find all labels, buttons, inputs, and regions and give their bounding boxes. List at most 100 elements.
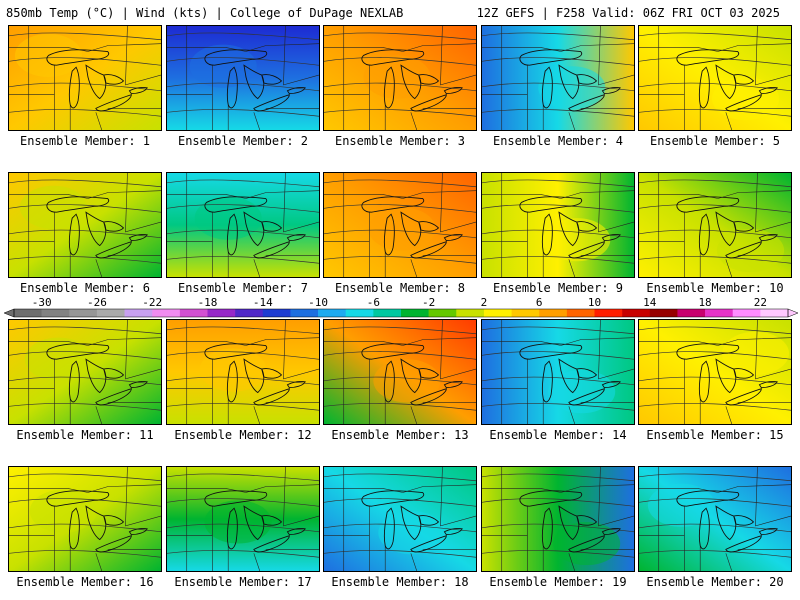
ensemble-member-label: Ensemble Member: 8 bbox=[321, 281, 479, 295]
ensemble-member-label: Ensemble Member: 18 bbox=[321, 575, 479, 589]
colorbar-tick-label: 22 bbox=[754, 296, 767, 309]
colorbar-swatch bbox=[705, 309, 733, 317]
temperature-map bbox=[482, 26, 634, 130]
colorbar-swatch bbox=[456, 309, 484, 317]
ensemble-map-panel bbox=[481, 172, 635, 278]
ensemble-member-label: Ensemble Member: 1 bbox=[6, 134, 164, 148]
ensemble-member-label: Ensemble Member: 14 bbox=[479, 428, 637, 442]
colorbar-tick-label: -18 bbox=[198, 296, 218, 309]
ensemble-member-label: Ensemble Member: 9 bbox=[479, 281, 637, 295]
ensemble-map-panel bbox=[481, 25, 635, 131]
colorbar-swatch bbox=[595, 309, 623, 317]
header-model-run: 12Z GEFS | F258 Valid: 06Z FRI OCT 03 20… bbox=[477, 6, 780, 20]
colorbar-tick-label: -26 bbox=[87, 296, 107, 309]
temperature-blob bbox=[20, 186, 87, 229]
temperature-blob bbox=[548, 370, 615, 413]
colorbar-swatch bbox=[512, 309, 540, 317]
temperature-map bbox=[639, 320, 791, 424]
temperature-shading bbox=[482, 320, 634, 424]
temperature-map bbox=[482, 320, 634, 424]
colorbar-swatch bbox=[208, 309, 236, 317]
colorbar-swatch bbox=[180, 309, 208, 317]
temperature-blob bbox=[363, 55, 430, 98]
temperature-map bbox=[9, 173, 161, 277]
colorbar-swatch bbox=[677, 309, 705, 317]
ensemble-map-panel bbox=[638, 466, 792, 572]
ensemble-member-label: Ensemble Member: 6 bbox=[6, 281, 164, 295]
colorbar-swatch bbox=[125, 309, 153, 317]
header-title: 850mb Temp (°C) | Wind (kts) | College o… bbox=[6, 6, 403, 20]
colorbar-tick-label: -2 bbox=[422, 296, 435, 309]
ensemble-member-label: Ensemble Member: 2 bbox=[164, 134, 322, 148]
colorbar-tick-label: -6 bbox=[367, 296, 380, 309]
ensemble-member-label: Ensemble Member: 17 bbox=[164, 575, 322, 589]
colorbar-swatch bbox=[152, 309, 180, 317]
ensemble-member-label: Ensemble Member: 5 bbox=[636, 134, 794, 148]
temperature-map bbox=[167, 173, 319, 277]
temperature-map bbox=[167, 467, 319, 571]
ensemble-map-panel bbox=[166, 25, 320, 131]
temperature-map bbox=[482, 173, 634, 277]
colorbar-swatch bbox=[484, 309, 512, 317]
temperature-map bbox=[324, 26, 476, 130]
ensemble-member-label: Ensemble Member: 10 bbox=[636, 281, 794, 295]
temperature-map bbox=[167, 320, 319, 424]
ensemble-member-label: Ensemble Member: 3 bbox=[321, 134, 479, 148]
ensemble-member-label: Ensemble Member: 13 bbox=[321, 428, 479, 442]
ensemble-member-label: Ensemble Member: 15 bbox=[636, 428, 794, 442]
ensemble-map-panel bbox=[638, 172, 792, 278]
colorbar-tick-label: -22 bbox=[142, 296, 162, 309]
ensemble-member-label: Ensemble Member: 4 bbox=[479, 134, 637, 148]
temperature-map bbox=[9, 320, 161, 424]
colorbar-tick-label: 18 bbox=[698, 296, 711, 309]
temperature-map bbox=[482, 467, 634, 571]
colorbar-tick-label: 6 bbox=[536, 296, 543, 309]
ensemble-member-label: Ensemble Member: 11 bbox=[6, 428, 164, 442]
temperature-map bbox=[167, 26, 319, 130]
temperature-map bbox=[639, 26, 791, 130]
colorbar-tick-label: -10 bbox=[308, 296, 328, 309]
temperature-blob bbox=[553, 522, 620, 565]
colorbar-end-arrow bbox=[4, 309, 14, 317]
ensemble-map-panel bbox=[8, 172, 162, 278]
ensemble-map-panel bbox=[638, 319, 792, 425]
temperature-colorbar: -30-26-22-18-14-10-6-2261014182226303438… bbox=[0, 296, 800, 318]
ensemble-map-panel bbox=[8, 319, 162, 425]
ensemble-map-panel bbox=[323, 319, 477, 425]
colorbar-swatch bbox=[318, 309, 346, 317]
colorbar-tick-label: 2 bbox=[481, 296, 488, 309]
ensemble-map-panel bbox=[323, 25, 477, 131]
ensemble-map-panel bbox=[323, 466, 477, 572]
ensemble-map-panel bbox=[481, 319, 635, 425]
ensemble-map-panel bbox=[166, 172, 320, 278]
temperature-map bbox=[324, 320, 476, 424]
colorbar-tick-label: 14 bbox=[643, 296, 657, 309]
ensemble-map-panel bbox=[166, 466, 320, 572]
ensemble-member-label: Ensemble Member: 7 bbox=[164, 281, 322, 295]
ensemble-map-panel bbox=[638, 25, 792, 131]
colorbar-swatch bbox=[290, 309, 318, 317]
colorbar-tick-label: -14 bbox=[253, 296, 273, 309]
temperature-blob bbox=[205, 500, 272, 543]
colorbar-tick-label: -30 bbox=[32, 296, 52, 309]
colorbar-swatch bbox=[42, 309, 70, 317]
colorbar-swatch bbox=[760, 309, 788, 317]
temperature-map bbox=[324, 467, 476, 571]
temperature-blob bbox=[717, 229, 784, 272]
colorbar-swatch bbox=[733, 309, 761, 317]
temperature-blob bbox=[378, 511, 445, 554]
colorbar-swatch bbox=[373, 309, 401, 317]
temperature-map bbox=[9, 467, 161, 571]
colorbar-end-arrow bbox=[788, 309, 798, 317]
temperature-blob bbox=[368, 207, 435, 250]
colorbar-swatch bbox=[97, 309, 125, 317]
ensemble-map-panel bbox=[323, 172, 477, 278]
ensemble-member-label: Ensemble Member: 12 bbox=[164, 428, 322, 442]
temperature-blob bbox=[200, 348, 267, 391]
colorbar-swatch bbox=[401, 309, 429, 317]
ensemble-member-label: Ensemble Member: 16 bbox=[6, 575, 164, 589]
ensemble-member-label: Ensemble Member: 19 bbox=[479, 575, 637, 589]
colorbar-swatch bbox=[622, 309, 650, 317]
colorbar-swatch bbox=[69, 309, 97, 317]
ensemble-map-panel bbox=[8, 466, 162, 572]
